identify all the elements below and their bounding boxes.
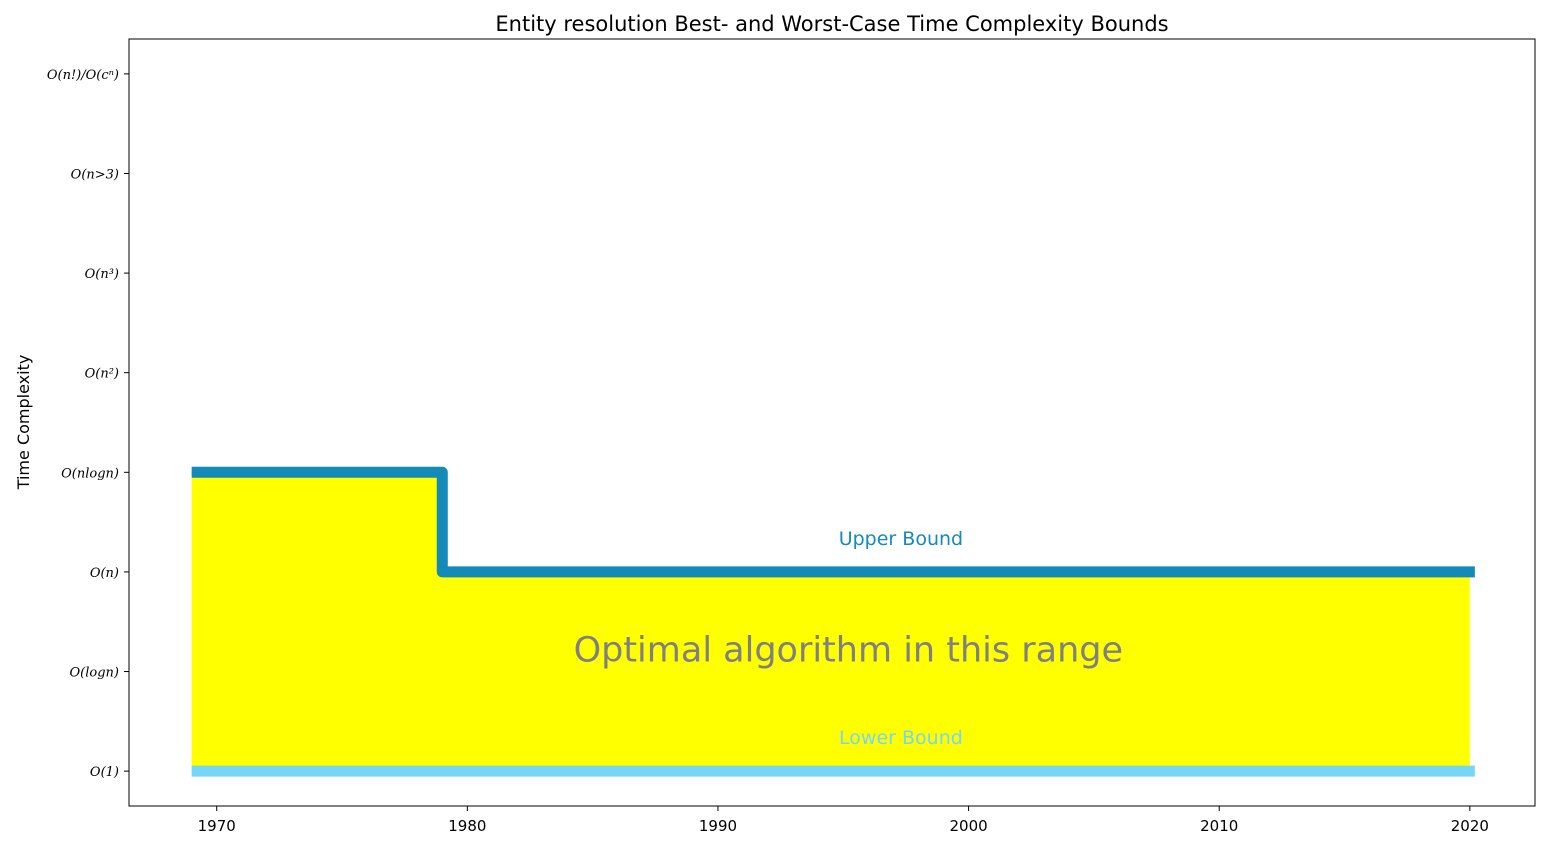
chart-title: Entity resolution Best- and Worst-Case T… (495, 12, 1168, 36)
x-tick-label: 1990 (699, 817, 737, 835)
y-tick-label: O(n!)/O(cⁿ) (47, 68, 119, 83)
y-tick-label: O(logn) (70, 666, 119, 681)
upper-bound-label: Upper Bound (839, 528, 963, 550)
x-tick-label: 1970 (198, 817, 236, 835)
x-tick-label: 2000 (949, 817, 987, 835)
x-tick-label: 2020 (1451, 817, 1489, 835)
plot-area: Upper Bound Lower Bound Optimal algorithm … (191, 466, 1475, 777)
x-tick-label: 2010 (1200, 817, 1238, 835)
y-tick-label: O(1) (90, 765, 119, 780)
y-axis-label: Time Complexity (14, 355, 33, 491)
y-tick-label: O(n) (90, 566, 119, 581)
optimal-range-fill (191, 472, 1470, 772)
y-tick-label: O(n>3) (71, 167, 119, 182)
y-tick-label: O(n³) (85, 267, 119, 282)
y-tick-label: O(nlogn) (61, 466, 119, 481)
x-tick-label: 1980 (448, 817, 486, 835)
y-tick-label: O(n²) (85, 367, 119, 382)
optimal-range-label: Optimal algorithm in this range (574, 631, 1123, 671)
upper-bound-line (191, 466, 1475, 578)
axes-frame (128, 38, 1536, 807)
x-axis: 1970 1980 1990 2000 2010 2020 (198, 806, 1489, 835)
y-axis: O(1) O(logn) O(n) O(nlogn) O(n²) O(n³) O(n>3) O… (47, 68, 129, 780)
lower-bound-label: Lower Bound (839, 727, 963, 749)
